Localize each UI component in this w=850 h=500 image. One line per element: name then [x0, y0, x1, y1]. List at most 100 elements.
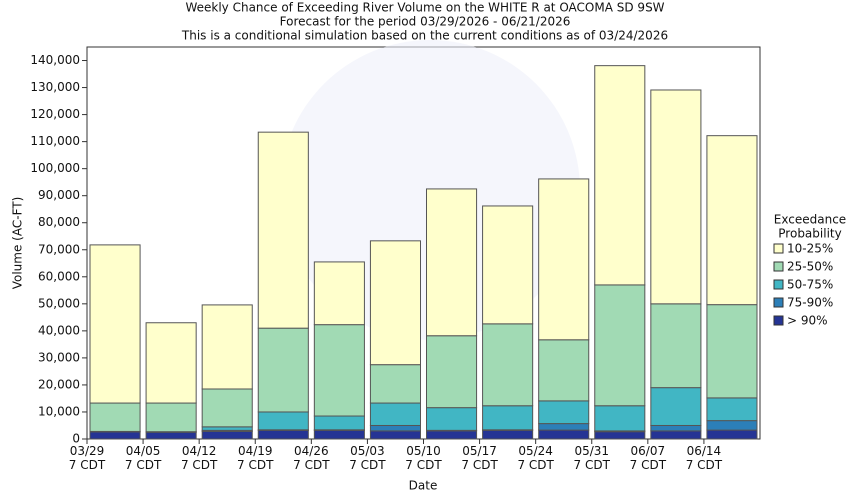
x-tick-label-line: 7 CDT: [517, 458, 554, 472]
bar-segment: [538, 429, 590, 440]
legend-label: 10-25%: [787, 242, 833, 256]
y-tick-label: 20,000: [38, 377, 80, 391]
x-tick-label-line: 04/12: [182, 444, 217, 458]
x-tick-label: 03/29 7 CDT: [69, 444, 106, 472]
x-tick-label: 05/10 7 CDT: [405, 444, 442, 472]
x-axis-label: Date: [409, 479, 438, 493]
bar-segment: [594, 284, 646, 407]
bar-segment: [650, 89, 702, 305]
x-tick-label-line: 04/05: [126, 444, 161, 458]
legend-label: 50-75%: [787, 278, 833, 292]
x-tick-label-line: 05/31: [574, 444, 609, 458]
x-tick-label-line: 03/29: [70, 444, 105, 458]
bar-segment: [706, 429, 758, 440]
legend-swatch: [773, 279, 784, 290]
bar-segment: [369, 402, 421, 426]
bar-segment: [369, 364, 421, 404]
x-tick-label-line: 06/07: [631, 444, 666, 458]
legend-swatch: [773, 315, 784, 326]
x-tick-label-line: 7 CDT: [461, 458, 498, 472]
bar-segment: [482, 429, 534, 440]
bar-segment: [482, 405, 534, 431]
x-tick-label: 06/14 7 CDT: [686, 444, 723, 472]
x-tick-label-line: 7 CDT: [686, 458, 723, 472]
bar-segment: [89, 431, 141, 440]
x-tick-label-line: 7 CDT: [349, 458, 386, 472]
y-axis-label: Volume (AC-FT): [11, 197, 25, 290]
bar-segment: [594, 405, 646, 432]
bar-segment: [145, 402, 197, 433]
bar-segment: [426, 407, 478, 431]
bar-segment: [257, 411, 309, 431]
bar-segment: [650, 424, 702, 432]
x-tick-label-line: 05/24: [518, 444, 553, 458]
x-tick-label-line: 06/14: [687, 444, 722, 458]
legend-title: Probability: [778, 227, 841, 241]
bar-segment: [369, 240, 421, 366]
bar-segment: [706, 304, 758, 399]
x-tick-label-line: 7 CDT: [181, 458, 218, 472]
bar-segment: [650, 303, 702, 389]
bar-segment: [706, 420, 758, 431]
bar-segment: [313, 261, 365, 326]
x-tick-label: 05/31 7 CDT: [574, 444, 611, 472]
bar-segment: [369, 424, 421, 432]
x-tick-label: 04/12 7 CDT: [181, 444, 218, 472]
x-tick-label-line: 05/10: [406, 444, 441, 458]
bar-segment: [482, 323, 534, 407]
x-tick-label-line: 04/26: [294, 444, 329, 458]
bar-segment: [257, 327, 309, 413]
x-tick-label-line: 05/17: [462, 444, 497, 458]
y-tick-label: 30,000: [38, 350, 80, 364]
bar-segment: [706, 397, 758, 422]
legend-title: Exceedance: [774, 213, 846, 227]
bar-segment: [201, 304, 253, 390]
bar-segment: [257, 429, 309, 440]
bar-segment: [538, 339, 590, 402]
x-tick-label: 04/05 7 CDT: [125, 444, 162, 472]
y-tick-label: 120,000: [30, 107, 80, 121]
y-tick-label: 130,000: [30, 80, 80, 94]
chart-title: Weekly Chance of Exceeding River Volume …: [185, 1, 664, 15]
y-tick-label: 0: [72, 432, 80, 446]
bar-segment: [482, 205, 534, 325]
bar-segment: [650, 387, 702, 426]
legend-label: > 90%: [787, 314, 828, 328]
y-tick-label: 70,000: [38, 242, 80, 256]
y-tick-label: 140,000: [30, 53, 80, 67]
x-tick-label-line: 7 CDT: [405, 458, 442, 472]
bar-segment: [538, 423, 590, 431]
legend-swatch: [773, 297, 784, 308]
bar-segment: [369, 430, 421, 440]
bar-segment: [89, 402, 141, 432]
x-tick-label-line: 7 CDT: [574, 458, 611, 472]
x-tick-label-line: 7 CDT: [293, 458, 330, 472]
y-tick-label: 90,000: [38, 188, 80, 202]
bar-segment: [650, 430, 702, 440]
bar-segment: [89, 244, 141, 404]
x-tick-label: 04/19 7 CDT: [237, 444, 274, 472]
x-tick-label-line: 7 CDT: [237, 458, 274, 472]
y-tick-label: 50,000: [38, 296, 80, 310]
x-tick-label: 05/24 7 CDT: [517, 444, 554, 472]
legend-swatch: [773, 243, 784, 254]
chart-note: This is a conditional simulation based o…: [181, 29, 668, 43]
x-tick-label: 05/03 7 CDT: [349, 444, 386, 472]
legend-label: 75-90%: [787, 296, 833, 310]
bar-segment: [201, 430, 253, 440]
bar-segment: [313, 324, 365, 417]
y-tick-label: 40,000: [38, 323, 80, 337]
y-tick-label: 80,000: [38, 215, 80, 229]
bar-segment: [145, 431, 197, 440]
y-tick-label: 10,000: [38, 404, 80, 418]
bar-segment: [538, 400, 590, 425]
x-tick-label-line: 7 CDT: [125, 458, 162, 472]
x-tick-label: 05/17 7 CDT: [461, 444, 498, 472]
x-tick-label-line: 7 CDT: [69, 458, 106, 472]
bar-segment: [426, 188, 478, 337]
bar-segment: [426, 335, 478, 409]
bar-segment: [426, 430, 478, 440]
legend-label: 25-50%: [787, 260, 833, 274]
bar-segment: [594, 65, 646, 286]
